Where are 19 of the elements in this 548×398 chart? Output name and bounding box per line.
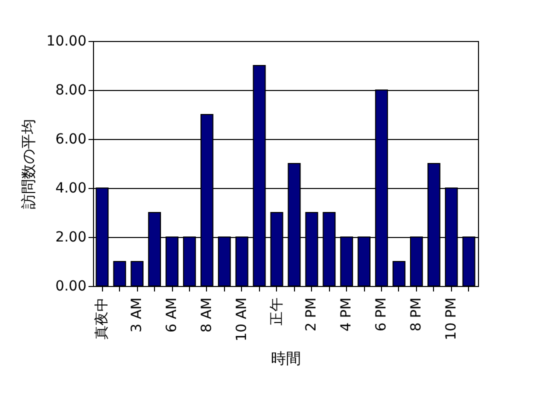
y-tick-label: 2.00 bbox=[55, 230, 86, 246]
x-tick-label: 10 AM bbox=[234, 298, 250, 342]
y-tick-label: 0.00 bbox=[55, 278, 86, 294]
x-tick-label: 2 PM bbox=[304, 298, 320, 332]
y-axis-title: 訪問数の平均 bbox=[19, 119, 38, 209]
x-tick-label: 真夜中 bbox=[94, 298, 110, 340]
x-tick-label: 8 AM bbox=[198, 298, 215, 333]
x-tick-label: 4 PM bbox=[338, 298, 355, 332]
y-tick-label: 6.00 bbox=[55, 132, 86, 148]
x-axis-title: 時間 bbox=[271, 349, 301, 368]
x-tick-label: 正午 bbox=[268, 298, 285, 326]
x-tick-label: 6 AM bbox=[164, 298, 180, 333]
y-tick-label: 8.00 bbox=[55, 82, 86, 98]
x-tick-label: 10 PM bbox=[443, 298, 460, 340]
y-tick-label: 10.00 bbox=[46, 34, 86, 50]
x-tick-label: 3 AM bbox=[129, 298, 146, 333]
x-tick-label: 6 PM bbox=[374, 298, 390, 332]
y-tick-label: 4.00 bbox=[55, 180, 86, 196]
x-tick-label: 8 PM bbox=[408, 298, 424, 332]
